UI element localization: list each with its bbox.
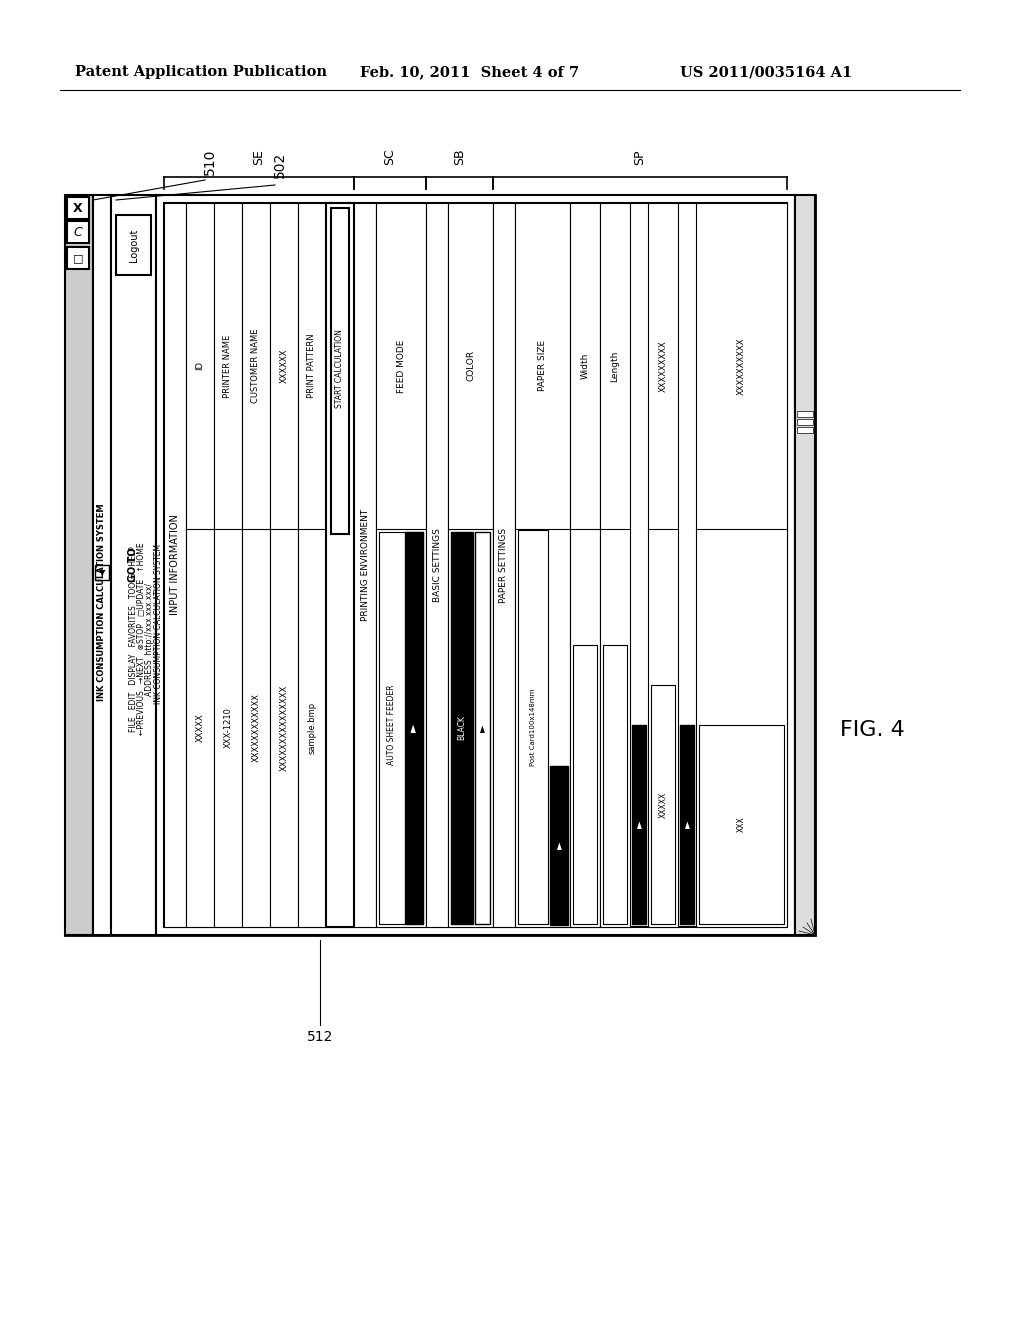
Text: BLACK: BLACK: [458, 715, 467, 741]
Text: XXXXXX: XXXXXX: [280, 348, 289, 383]
Bar: [116, 215, 151, 275]
Text: 510: 510: [203, 149, 217, 176]
Text: Logout: Logout: [128, 228, 138, 261]
Text: 502: 502: [273, 152, 287, 178]
Text: X: X: [73, 202, 83, 214]
Bar: [67, 247, 89, 269]
Text: ►: ►: [554, 842, 564, 849]
Text: sample.bmp: sample.bmp: [307, 702, 316, 754]
Text: INPUT INFORMATION: INPUT INFORMATION: [170, 515, 180, 615]
Text: XXXXX: XXXXX: [196, 714, 205, 742]
Bar: [242, 203, 270, 927]
Bar: [376, 203, 426, 927]
Text: PRINTER NAME: PRINTER NAME: [223, 334, 232, 397]
Text: PRINTING ENVIRONMENT: PRINTING ENVIRONMENT: [360, 510, 370, 622]
Text: Width: Width: [581, 352, 590, 379]
Text: PRINT PATTERN: PRINT PATTERN: [307, 334, 316, 399]
Text: ID: ID: [196, 362, 205, 371]
Text: ►: ►: [682, 821, 692, 828]
Text: SC: SC: [384, 148, 396, 165]
Text: XXXXXXXXXX: XXXXXXXXXX: [737, 337, 746, 395]
Text: Patent Application Publication: Patent Application Publication: [75, 65, 327, 79]
Bar: [651, 685, 675, 924]
Bar: [67, 197, 89, 219]
Bar: [550, 766, 568, 925]
Text: XXX-1210: XXX-1210: [223, 708, 232, 748]
Text: ►: ►: [634, 821, 644, 828]
Text: XXXXX: XXXXX: [658, 792, 668, 817]
Bar: [95, 565, 109, 579]
Bar: [696, 203, 787, 927]
Bar: [331, 209, 349, 533]
Bar: [298, 203, 326, 927]
Text: GO TO: GO TO: [128, 548, 138, 582]
Text: CUSTOMER NAME: CUSTOMER NAME: [252, 329, 260, 403]
Bar: [379, 532, 423, 924]
Bar: [93, 195, 111, 935]
Bar: [67, 220, 89, 243]
Bar: [680, 725, 694, 924]
Bar: [699, 725, 784, 924]
Bar: [797, 411, 813, 417]
Text: Feb. 10, 2011  Sheet 4 of 7: Feb. 10, 2011 Sheet 4 of 7: [360, 65, 580, 79]
Text: INK CONSUMPTION CALCULATION SYSTEM: INK CONSUMPTION CALCULATION SYSTEM: [97, 503, 106, 701]
Bar: [797, 418, 813, 425]
Bar: [406, 532, 423, 924]
Bar: [475, 532, 490, 924]
Bar: [797, 426, 813, 433]
Text: ←PREVIOUS   →NEXT   ⊗STOP   □UPDATE   ↑HOME: ←PREVIOUS →NEXT ⊗STOP □UPDATE ↑HOME: [137, 543, 146, 735]
Text: PAPER SETTINGS: PAPER SETTINGS: [500, 528, 509, 602]
Bar: [600, 203, 630, 927]
Text: Length: Length: [610, 350, 620, 381]
Text: XXXXXXXXX: XXXXXXXXX: [658, 341, 668, 392]
Text: COLOR: COLOR: [466, 350, 475, 381]
Text: FIG. 4: FIG. 4: [840, 719, 905, 741]
Text: AUTO SHEET FEEDER: AUTO SHEET FEEDER: [387, 685, 396, 766]
Bar: [426, 203, 449, 927]
Bar: [493, 203, 515, 927]
Bar: [354, 203, 376, 927]
Text: BASIC SETTINGS: BASIC SETTINGS: [432, 528, 441, 602]
Bar: [65, 195, 93, 935]
Bar: [570, 203, 600, 927]
Bar: [449, 203, 493, 927]
Text: PAPER SIZE: PAPER SIZE: [538, 341, 547, 392]
Text: FILE   EDIT   DISPLAY   FAVORITES   TOOLS   HELP: FILE EDIT DISPLAY FAVORITES TOOLS HELP: [129, 546, 138, 731]
Text: INK CONSUMPTION CALCULATION SYSTEM: INK CONSUMPTION CALCULATION SYSTEM: [154, 544, 163, 705]
Text: XXXXXXXXXXXXXXX: XXXXXXXXXXXXXXX: [280, 685, 289, 771]
Text: □: □: [73, 253, 83, 263]
Text: ▼: ▼: [98, 568, 105, 577]
Bar: [156, 195, 795, 935]
Text: US 2011/0035164 A1: US 2011/0035164 A1: [680, 65, 852, 79]
Bar: [451, 532, 473, 924]
Text: ►: ►: [409, 723, 419, 733]
Bar: [518, 529, 548, 924]
Text: C: C: [74, 226, 82, 239]
Bar: [186, 203, 214, 927]
Text: Post Card100x148mm: Post Card100x148mm: [530, 688, 536, 766]
Bar: [573, 645, 597, 924]
Bar: [326, 203, 354, 927]
Bar: [515, 203, 570, 927]
Bar: [270, 203, 298, 927]
Bar: [111, 195, 156, 935]
Bar: [603, 645, 627, 924]
Text: XXX: XXX: [737, 817, 746, 833]
Text: SE: SE: [253, 149, 265, 165]
Bar: [632, 725, 646, 924]
Text: 512: 512: [306, 1030, 333, 1044]
Text: FEED MODE: FEED MODE: [396, 339, 406, 392]
Bar: [648, 203, 678, 927]
Text: START CALCULATION: START CALCULATION: [336, 329, 344, 408]
Bar: [65, 195, 815, 935]
Bar: [164, 203, 787, 927]
Bar: [164, 203, 186, 927]
Bar: [214, 203, 242, 927]
Text: SB: SB: [453, 148, 466, 165]
Bar: [795, 195, 815, 935]
Text: SP: SP: [634, 149, 646, 165]
Text: XXXXXXXXXXXX: XXXXXXXXXXXX: [252, 693, 260, 763]
Text: ADDRESS  http://xxx.xxx.xxx/: ADDRESS http://xxx.xxx.xxx/: [145, 582, 154, 696]
Text: ►: ►: [477, 725, 487, 731]
